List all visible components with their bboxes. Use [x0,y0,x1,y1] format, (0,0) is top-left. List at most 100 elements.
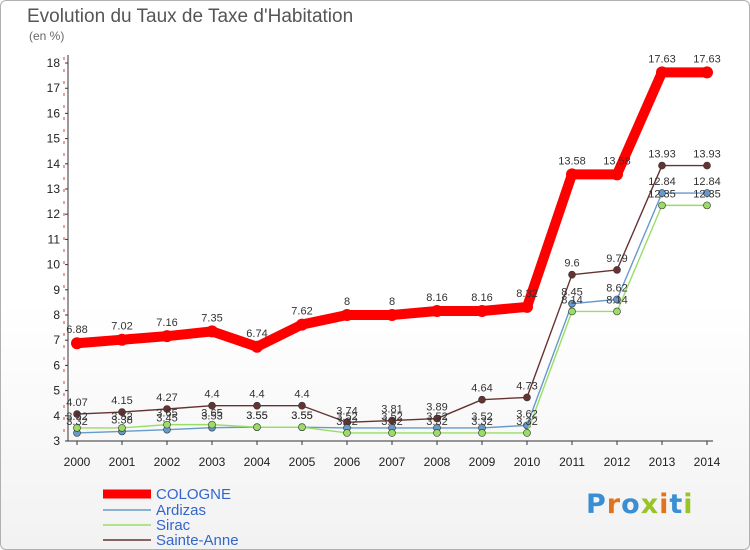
y-tick-label: 10 [47,258,61,272]
data-point-ardizas [658,189,666,197]
x-tick-label: 2011 [559,455,585,469]
data-point-sirac [118,424,126,432]
legend-label-cologne: COLOGNE [156,486,231,503]
x-tick-label: 2009 [469,455,496,469]
data-label-sainte-anne: 4.64 [471,383,492,395]
data-label-cologne: 7.62 [291,306,312,318]
data-label-ardizas: 3.55 [246,410,267,422]
data-point-sirac [478,429,486,437]
data-label-cologne: 8.32 [516,288,537,300]
y-tick-label: 13 [47,182,61,196]
data-label-sirac: 8.14 [606,294,627,306]
data-label-sainte-anne: 4.4 [249,389,264,401]
y-tick-label: 5 [53,384,60,398]
logo-letter: r [606,489,622,520]
data-label-sainte-anne: 4.73 [516,380,537,392]
y-tick-label: 14 [47,157,61,171]
data-point-sainte-anne [523,393,531,402]
y-tick-label: 8 [53,308,60,322]
data-point-sirac [253,423,261,431]
logo-letter: t [669,489,684,520]
data-label-cologne: 7.16 [156,317,177,329]
y-tick-label: 12 [47,207,61,221]
data-label-ardizas: 8.62 [606,282,627,294]
data-label-sirac: 12.35 [648,188,676,200]
data-point-sainte-anne [253,401,261,410]
logo-letter: P [586,489,607,520]
data-point-cologne [386,309,398,321]
logo-letter: i [659,489,670,520]
logo-letter: o [621,489,641,520]
data-label-cologne: 8.16 [471,292,492,304]
data-point-sirac [523,429,531,437]
x-tick-label: 2010 [514,455,541,469]
data-label-ardizas: 3.52 [471,411,492,423]
x-tick-label: 2003 [199,455,226,469]
legend-label-ardizas: Ardizas [156,502,206,519]
data-point-cologne [701,66,713,79]
data-point-sirac [298,423,306,431]
data-label-sirac: 3.52 [66,411,87,423]
data-label-sainte-anne: 13.93 [648,149,676,161]
data-label-cologne: 6.88 [66,324,87,336]
data-label-cologne: 13.58 [603,155,631,167]
y-tick-label: 18 [47,56,61,70]
data-label-sainte-anne: 4.07 [66,397,87,409]
y-tick-label: 6 [53,358,60,372]
x-tick-label: 2001 [109,455,136,469]
data-point-sirac [163,420,171,429]
data-label-sirac: 8.14 [561,294,582,306]
legend-label-sirac: Sirac [156,517,191,534]
proxiti-logo: Proxiti [586,489,694,520]
x-tick-label: 2012 [604,455,631,469]
data-label-ardizas: 3.55 [291,410,312,422]
data-point-sainte-anne [658,161,666,170]
data-label-ardizas: 8.45 [561,287,582,299]
y-tick-label: 16 [47,106,61,120]
data-point-sirac [388,429,396,437]
data-label-cologne: 8.16 [426,292,447,304]
data-label-cologne: 17.63 [693,53,721,65]
data-label-cologne: 13.58 [558,155,586,167]
x-tick-label: 2008 [424,455,451,469]
data-point-sainte-anne [433,414,441,423]
chart-title: Evolution du Taux de Taxe d'Habitation [27,6,354,27]
data-label-sainte-anne: 13.93 [693,149,721,161]
data-point-sainte-anne [118,408,126,416]
data-point-cologne [431,304,443,317]
logo-letter: i [683,489,694,520]
x-tick-label: 2000 [64,455,91,469]
data-point-cologne [521,300,533,313]
data-label-ardizas: 3.52 [381,411,402,423]
logo-letter: x [640,489,660,520]
data-point-cologne [71,337,83,350]
data-label-sainte-anne: 4.4 [204,389,219,401]
x-tick-label: 2004 [244,455,271,469]
y-tick-label: 11 [48,232,61,246]
data-label-cologne: 8 [344,296,350,308]
y-tick-label: 9 [53,283,60,297]
data-label-cologne: 7.02 [111,321,132,333]
data-label-sirac: 3.65 [201,408,222,420]
x-tick-label: 2013 [649,455,676,469]
data-label-sirac: 12.35 [693,188,721,200]
data-label-sainte-anne: 3.74 [336,405,357,417]
data-point-ardizas [613,295,621,304]
x-tick-label: 2007 [379,455,406,469]
data-label-sirac: 3.32 [516,416,537,428]
data-point-cologne [161,330,173,343]
data-label-sainte-anne: 9.6 [564,258,579,270]
legend-label-sainte-anne: Sainte-Anne [156,532,239,549]
y-tick-label: 4 [53,409,60,423]
data-point-cologne [611,168,623,181]
data-label-sirac: 3.65 [156,408,177,420]
data-point-sainte-anne [298,401,306,410]
data-label-sirac: 3.32 [336,416,357,428]
data-point-sainte-anne [73,410,81,418]
y-tick-label: 7 [53,333,60,347]
data-label-sainte-anne: 3.89 [426,402,447,414]
data-label-sainte-anne: 4.15 [111,395,132,407]
data-label-ardizas: 3.38 [111,414,132,426]
data-point-sirac [703,201,711,210]
data-point-cologne [251,340,263,353]
